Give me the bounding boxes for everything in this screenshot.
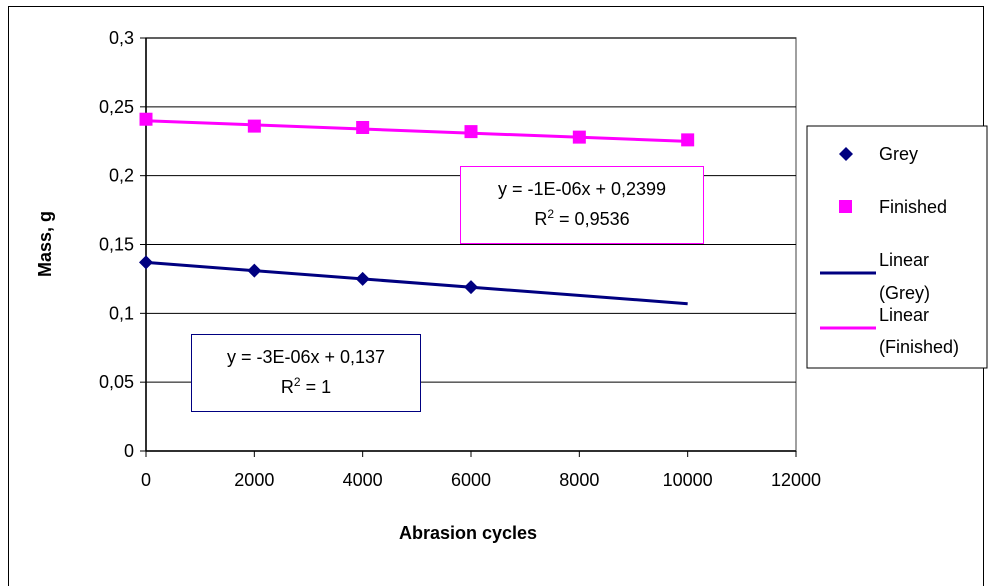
r2-text-finished: R2 = 0,9536 bbox=[534, 207, 630, 229]
x-tick-label: 10000 bbox=[663, 470, 713, 490]
trendline-grey bbox=[145, 260, 688, 306]
y-tick-label: 0 bbox=[124, 441, 134, 461]
data-point-grey bbox=[247, 263, 262, 278]
x-tick-label: 8000 bbox=[559, 470, 599, 490]
data-point-grey bbox=[139, 255, 153, 270]
data-point-finished bbox=[572, 130, 586, 144]
y-tick-label: 0,15 bbox=[99, 235, 134, 255]
trendline-equation-finished: y = -1E-06x + 0,2399 R2 = 0,9536 bbox=[460, 166, 704, 244]
data-point-finished bbox=[356, 120, 370, 134]
x-tick-label: 2000 bbox=[234, 470, 274, 490]
x-tick-label: 12000 bbox=[771, 470, 821, 490]
y-tick-label: 0,25 bbox=[99, 97, 134, 117]
legend-label-linear-finished-2: (Finished) bbox=[879, 337, 959, 357]
legend-label-linear-grey-2: (Grey) bbox=[879, 283, 930, 303]
data-point-finished bbox=[464, 125, 478, 139]
y-tick-label: 0,05 bbox=[99, 372, 134, 392]
legend-label-linear-grey-1: Linear bbox=[879, 250, 929, 270]
equation-text-grey: y = -3E-06x + 0,137 bbox=[226, 347, 386, 367]
x-tick-label: 4000 bbox=[343, 470, 383, 490]
y-tick-label: 0,1 bbox=[109, 303, 134, 323]
equation-text-finished: y = -1E-06x + 0,2399 bbox=[497, 179, 667, 199]
legend-marker-finished bbox=[839, 200, 852, 213]
legend-label-finished: Finished bbox=[879, 197, 947, 217]
legend-entry-linear-finished: Linear (Finished) bbox=[820, 305, 959, 357]
legend-label-grey: Grey bbox=[879, 144, 918, 164]
x-tick-label: 0 bbox=[141, 470, 151, 490]
data-point-finished bbox=[139, 112, 153, 126]
data-point-grey bbox=[464, 280, 478, 295]
r2-text-grey: R2 = 1 bbox=[280, 375, 332, 397]
legend-marker-grey bbox=[839, 147, 853, 161]
legend-entry-finished: Finished bbox=[839, 197, 947, 217]
y-tick-label: 0,2 bbox=[109, 166, 134, 186]
trendline-equation-grey: y = -3E-06x + 0,137 R2 = 1 bbox=[191, 334, 421, 412]
y-axis-title: Mass, g bbox=[35, 211, 55, 277]
legend-label-linear-finished-1: Linear bbox=[879, 305, 929, 325]
data-point-grey bbox=[355, 271, 370, 286]
trendline-finished bbox=[145, 119, 688, 143]
x-axis-title: Abrasion cycles bbox=[399, 523, 537, 543]
data-point-finished bbox=[247, 119, 261, 133]
legend-entry-grey: Grey bbox=[839, 144, 918, 164]
data-point-finished bbox=[681, 133, 695, 147]
x-tick-label: 6000 bbox=[451, 470, 491, 490]
legend-entry-linear-grey: Linear (Grey) bbox=[820, 250, 930, 303]
chart-svg: 0 0,05 0,1 0,15 0,2 0,25 0,3 0 2000 4000 6000 8000 1… bbox=[35, 28, 988, 543]
y-tick-label: 0,3 bbox=[109, 28, 134, 48]
